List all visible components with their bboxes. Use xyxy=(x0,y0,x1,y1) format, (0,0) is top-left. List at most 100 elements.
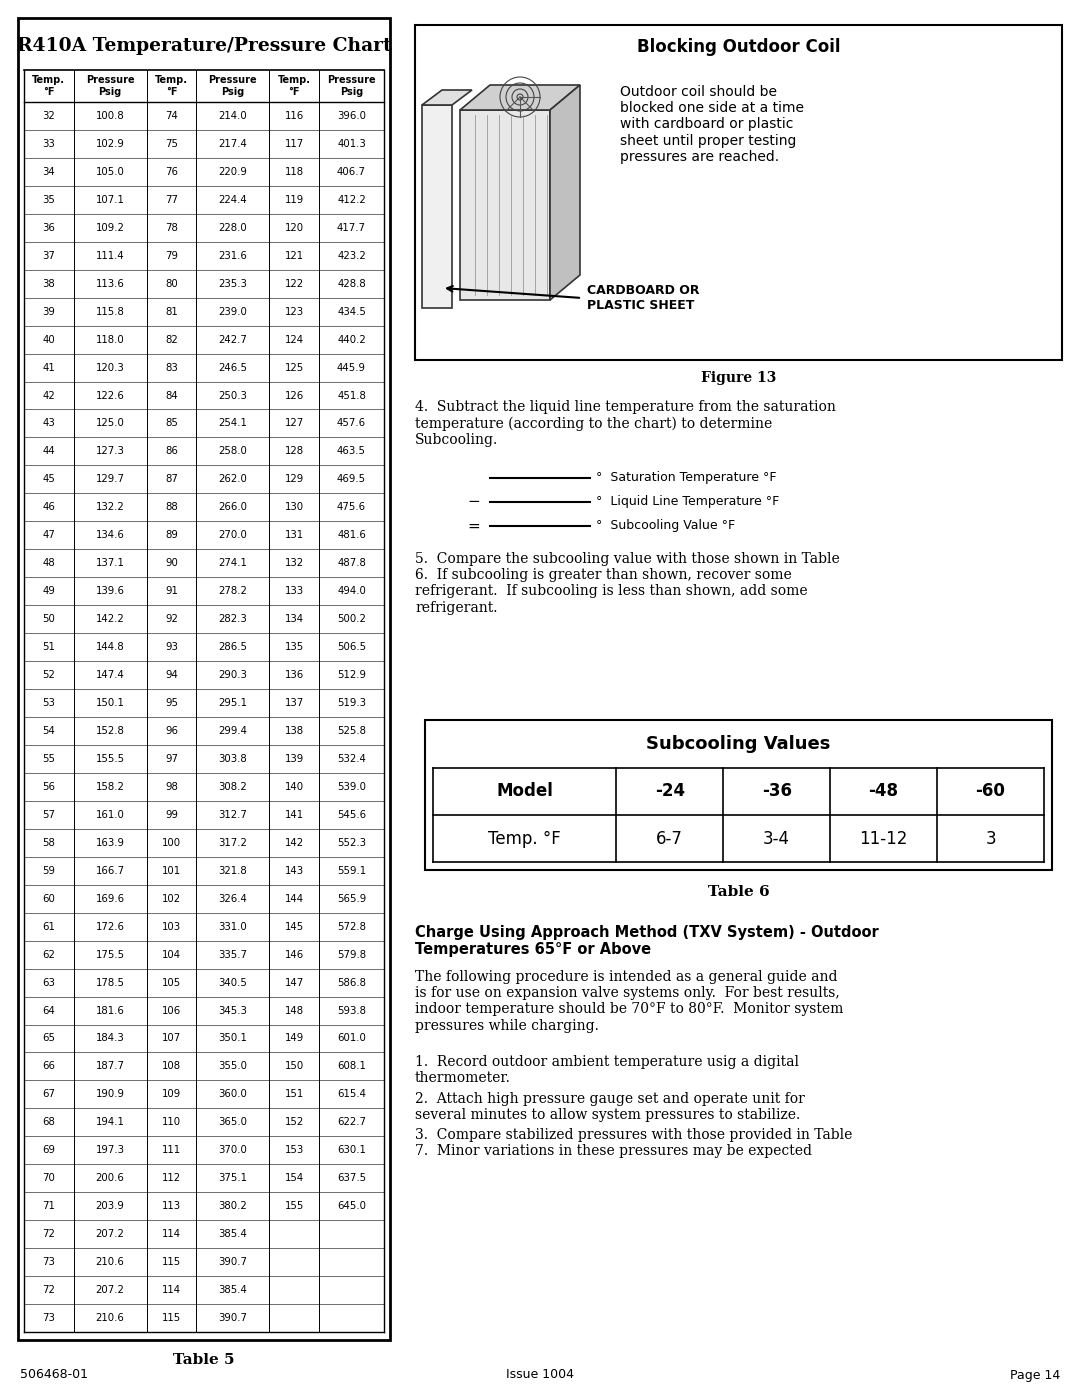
Text: 70: 70 xyxy=(42,1173,55,1183)
Text: 163.9: 163.9 xyxy=(96,838,124,848)
Text: 428.8: 428.8 xyxy=(337,279,366,289)
Text: °  Subcooling Value °F: ° Subcooling Value °F xyxy=(596,520,735,532)
Text: 360.0: 360.0 xyxy=(218,1090,247,1099)
Text: 451.8: 451.8 xyxy=(337,391,366,401)
Text: 147: 147 xyxy=(284,978,303,988)
Text: 101: 101 xyxy=(162,866,181,876)
Text: 312.7: 312.7 xyxy=(218,810,247,820)
Text: 87: 87 xyxy=(165,475,178,485)
Text: 118: 118 xyxy=(285,166,303,177)
Text: 114: 114 xyxy=(162,1285,181,1295)
Text: 178.5: 178.5 xyxy=(96,978,124,988)
Text: 115: 115 xyxy=(162,1313,181,1323)
Text: 122: 122 xyxy=(285,279,303,289)
Text: =: = xyxy=(468,518,481,534)
Text: Model: Model xyxy=(496,782,553,800)
Text: 217.4: 217.4 xyxy=(218,138,247,149)
Text: 210.6: 210.6 xyxy=(96,1313,124,1323)
Text: 35: 35 xyxy=(42,194,55,205)
Text: 246.5: 246.5 xyxy=(218,363,247,373)
Text: 39: 39 xyxy=(42,307,55,317)
Text: 114: 114 xyxy=(162,1229,181,1239)
Text: 116: 116 xyxy=(284,110,303,122)
Text: 239.0: 239.0 xyxy=(218,307,247,317)
Text: 385.4: 385.4 xyxy=(218,1285,247,1295)
Text: 62: 62 xyxy=(42,950,55,960)
Text: 102.9: 102.9 xyxy=(96,138,124,149)
Text: 197.3: 197.3 xyxy=(96,1146,124,1155)
Bar xyxy=(415,25,1062,360)
Text: 645.0: 645.0 xyxy=(337,1201,366,1211)
Text: 207.2: 207.2 xyxy=(96,1229,124,1239)
Text: 417.7: 417.7 xyxy=(337,222,366,233)
Text: 113: 113 xyxy=(162,1201,181,1211)
Text: Page 14: Page 14 xyxy=(1010,1369,1059,1382)
Text: 40: 40 xyxy=(42,335,55,345)
Text: 42: 42 xyxy=(42,391,55,401)
Text: 127: 127 xyxy=(284,419,303,429)
Text: 41: 41 xyxy=(42,363,55,373)
Text: Figure 13: Figure 13 xyxy=(701,372,777,386)
Text: 135: 135 xyxy=(284,643,303,652)
Text: 147.4: 147.4 xyxy=(96,671,124,680)
Text: 128: 128 xyxy=(285,447,303,457)
Text: 86: 86 xyxy=(165,447,178,457)
Text: 150.1: 150.1 xyxy=(96,698,124,708)
Text: 50: 50 xyxy=(42,615,55,624)
Text: 457.6: 457.6 xyxy=(337,419,366,429)
Text: 406.7: 406.7 xyxy=(337,166,366,177)
Text: 572.8: 572.8 xyxy=(337,922,366,932)
Text: 92: 92 xyxy=(165,615,178,624)
Text: 423.2: 423.2 xyxy=(337,250,366,261)
Text: 445.9: 445.9 xyxy=(337,363,366,373)
Text: 72: 72 xyxy=(42,1285,55,1295)
Text: 190.9: 190.9 xyxy=(96,1090,124,1099)
Text: 117: 117 xyxy=(284,138,303,149)
Text: 532.4: 532.4 xyxy=(337,754,366,764)
Text: 194.1: 194.1 xyxy=(96,1118,124,1127)
Text: 335.7: 335.7 xyxy=(218,950,247,960)
Text: 99: 99 xyxy=(165,810,178,820)
Text: 59: 59 xyxy=(42,866,55,876)
Text: 43: 43 xyxy=(42,419,55,429)
Text: 130: 130 xyxy=(285,503,303,513)
Text: 107: 107 xyxy=(162,1034,181,1044)
Text: 303.8: 303.8 xyxy=(218,754,247,764)
Text: 127.3: 127.3 xyxy=(96,447,124,457)
Text: 282.3: 282.3 xyxy=(218,615,247,624)
Text: 120.3: 120.3 xyxy=(96,363,124,373)
Text: 1.  Record outdoor ambient temperature usig a digital
thermometer.: 1. Record outdoor ambient temperature us… xyxy=(415,1055,799,1085)
Text: 93: 93 xyxy=(165,643,178,652)
Text: 278.2: 278.2 xyxy=(218,587,247,597)
Text: 51: 51 xyxy=(42,643,55,652)
Text: 321.8: 321.8 xyxy=(218,866,247,876)
Text: 295.1: 295.1 xyxy=(218,698,247,708)
Text: 203.9: 203.9 xyxy=(96,1201,124,1211)
Text: 139: 139 xyxy=(284,754,303,764)
Text: 169.6: 169.6 xyxy=(96,894,125,904)
Text: 32: 32 xyxy=(42,110,55,122)
Text: 365.0: 365.0 xyxy=(218,1118,247,1127)
Text: 115.8: 115.8 xyxy=(96,307,124,317)
Text: 390.7: 390.7 xyxy=(218,1313,247,1323)
Text: 308.2: 308.2 xyxy=(218,782,247,792)
Text: 2.  Attach high pressure gauge set and operate unit for
several minutes to allow: 2. Attach high pressure gauge set and op… xyxy=(415,1092,805,1122)
Text: 111.4: 111.4 xyxy=(96,250,124,261)
Text: 370.0: 370.0 xyxy=(218,1146,247,1155)
Text: -36: -36 xyxy=(761,782,792,800)
Text: 586.8: 586.8 xyxy=(337,978,366,988)
Text: °  Liquid Line Temperature °F: ° Liquid Line Temperature °F xyxy=(596,496,780,509)
Text: 207.2: 207.2 xyxy=(96,1285,124,1295)
Text: 494.0: 494.0 xyxy=(337,587,366,597)
Polygon shape xyxy=(422,89,472,105)
Text: Temp.
°F: Temp. °F xyxy=(278,75,311,96)
Text: 134.6: 134.6 xyxy=(96,531,124,541)
Text: 331.0: 331.0 xyxy=(218,922,247,932)
Text: 72: 72 xyxy=(42,1229,55,1239)
Text: 121: 121 xyxy=(285,250,303,261)
Text: 34: 34 xyxy=(42,166,55,177)
Text: 274.1: 274.1 xyxy=(218,559,247,569)
Text: 149: 149 xyxy=(284,1034,303,1044)
Text: 125.0: 125.0 xyxy=(96,419,124,429)
Text: 48: 48 xyxy=(42,559,55,569)
